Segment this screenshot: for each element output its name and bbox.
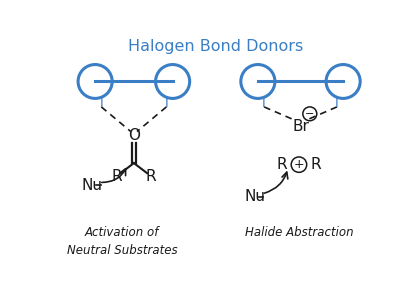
Text: R: R	[277, 157, 287, 172]
Text: R: R	[112, 169, 122, 184]
Text: Halogen Bond Donors: Halogen Bond Donors	[128, 39, 303, 54]
FancyArrowPatch shape	[102, 169, 126, 182]
Text: R: R	[311, 157, 321, 172]
Text: Nu: Nu	[245, 189, 266, 205]
Text: +: +	[294, 158, 304, 171]
Text: Activation of
Neutral Substrates: Activation of Neutral Substrates	[67, 226, 178, 257]
Text: O: O	[128, 128, 140, 143]
Text: I: I	[335, 96, 339, 110]
Text: Halide Abstraction: Halide Abstraction	[244, 226, 353, 239]
Text: Br: Br	[292, 119, 309, 134]
Text: R: R	[146, 169, 156, 184]
Text: I: I	[165, 96, 168, 110]
FancyArrowPatch shape	[265, 172, 288, 193]
Text: −: −	[305, 109, 315, 119]
Text: I: I	[262, 96, 266, 110]
Text: I: I	[100, 96, 103, 110]
Text: Nu: Nu	[82, 178, 103, 193]
